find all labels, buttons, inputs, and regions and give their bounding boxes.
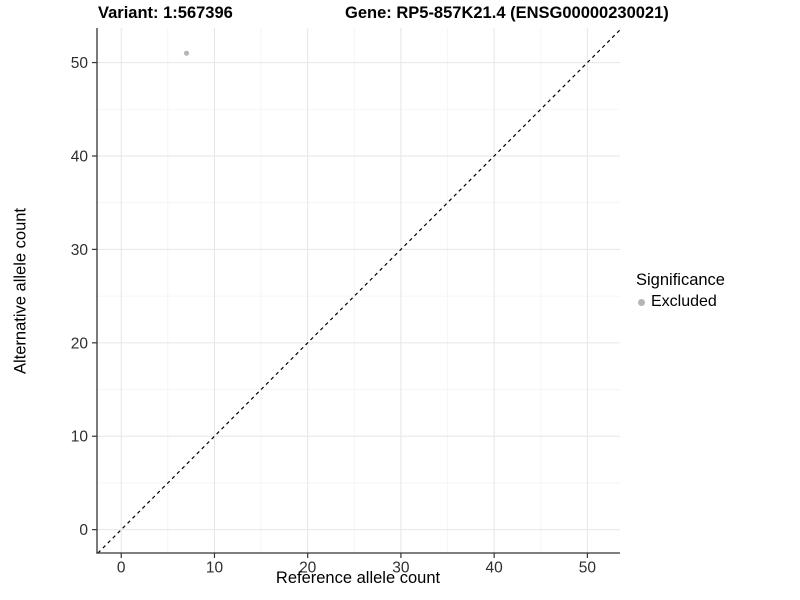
x-axis-title: Reference allele count	[275, 569, 441, 587]
y-tick-label: 50	[71, 55, 89, 72]
x-tick-label: 20	[299, 560, 317, 577]
y-tick-label: 20	[71, 335, 89, 352]
y-tick-label: 40	[71, 148, 89, 165]
plot-title-gene: Gene: RP5-857K21.4 (ENSG00000230021)	[345, 4, 669, 22]
legend-entry-excluded: Excluded	[636, 293, 725, 311]
identity-reference-line	[97, 29, 621, 554]
x-tick-label: 0	[117, 560, 126, 577]
y-axis-title: Alternative allele count	[11, 207, 30, 375]
legend-title: Significance	[636, 271, 725, 289]
legend: Significance Excluded	[636, 271, 725, 311]
data-point	[183, 50, 190, 56]
x-tick-label: 50	[579, 560, 597, 577]
plot-title-variant: Variant: 1:567396	[98, 4, 233, 22]
x-tick-label: 10	[206, 560, 224, 577]
x-tick-label: 40	[486, 560, 504, 577]
legend-entry-label: Excluded	[651, 293, 717, 310]
y-tick-label: 0	[79, 522, 88, 539]
excluded-point-icon	[638, 298, 645, 306]
x-tick-label: 30	[392, 560, 410, 577]
y-tick-label: 30	[71, 242, 89, 259]
y-tick-label: 10	[71, 429, 89, 446]
